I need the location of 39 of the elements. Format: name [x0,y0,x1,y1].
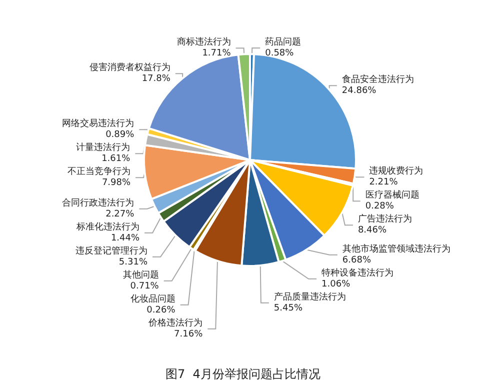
slice-label: 违规收费行为 [369,166,424,177]
slice-label: 其他问题 [122,269,159,280]
slice-label: 产品质量违法行为 [274,291,346,302]
slice-label: 其他市场监管领域违法行为 [342,243,450,254]
text: 图7 4月份举报问题占比情况 [166,367,320,381]
data-label: 17.8% [142,74,171,84]
slice-label: 药品问题 [265,36,302,48]
slice-label: 合同行政违法行为 [62,197,134,208]
data-label: 5.45% [274,303,303,314]
slice-label: 侵害消费者权益行为 [89,62,170,74]
data-label: 5.31% [118,257,148,268]
slice-label: 广告违法行为 [358,214,412,225]
data-label: 0.58% [265,48,294,59]
slice-label: 不正当竞争行为 [68,166,131,178]
slice-label: 化妆品问题 [130,293,176,304]
data-label: 1.44% [110,233,140,244]
slice-label: 网络交易违法行为 [62,118,134,130]
slice-label: 特种设备违法行为 [322,267,394,278]
slice-label: 商标违法行为 [176,36,231,48]
data-label: 24.86% [342,86,377,96]
data-label: 0.28% [365,202,394,212]
data-label: 1.06% [322,279,351,290]
slice-label: 价格违法行为 [148,317,203,328]
slice-label: 食品安全违法行为 [342,74,414,86]
data-label: 2.21% [369,178,398,188]
slice-label: 标准化违法行为 [76,221,140,232]
slice-label: 医疗器械问题 [365,190,420,201]
data-label: 7.16% [174,329,204,340]
data-label: 1.61% [102,154,131,164]
data-label: 0.26% [146,305,176,316]
data-label: 8.46% [358,226,387,236]
data-label: 0.71% [130,281,160,292]
data-label: 6.68% [342,255,372,266]
data-label: 1.71% [202,48,232,59]
slice-label: 违反登记管理行为 [76,245,148,256]
data-label: 2.27% [106,209,135,220]
data-label: 7.98% [102,178,131,188]
data-label: 0.89% [106,130,135,140]
slice-label: 计量违法行为 [76,142,130,154]
